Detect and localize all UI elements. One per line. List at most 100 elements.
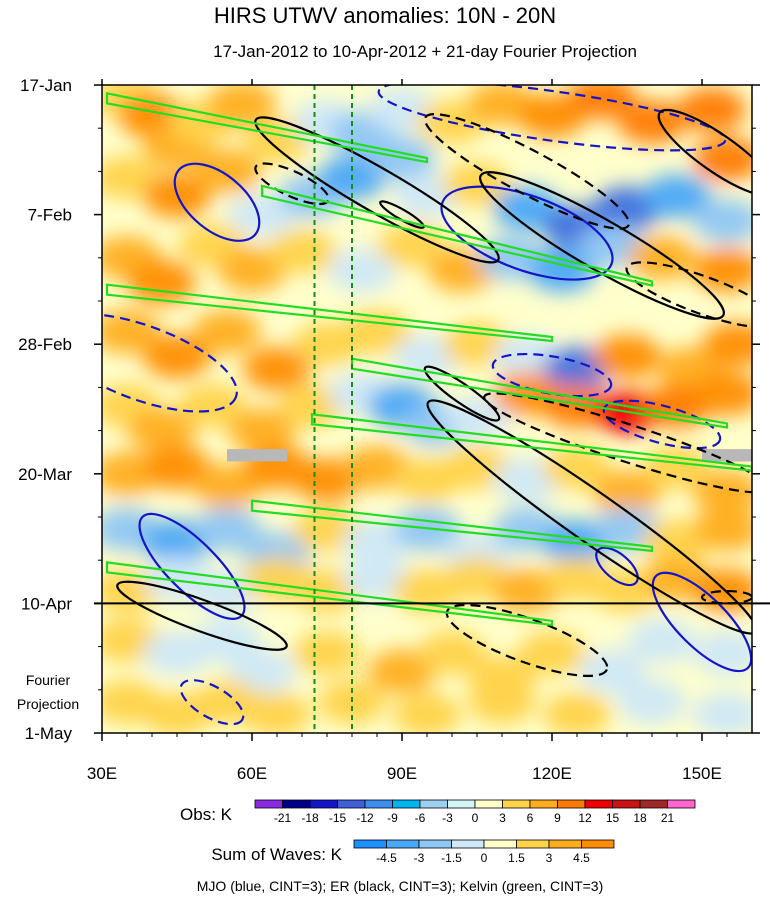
field-cell-129	[618, 680, 686, 725]
mjo-contour-6	[377, 85, 727, 152]
obs-colorbar-label-7: 0	[472, 811, 479, 825]
mjo-contour-4	[440, 185, 614, 281]
obs-colorbar-label-8: 3	[499, 811, 506, 825]
reference-lines	[313, 85, 353, 733]
field-cell-46	[243, 346, 311, 391]
y-tick-label-1: 7-Feb	[28, 206, 72, 225]
obs-colorbar-label-14: 21	[661, 811, 675, 825]
projection-label-line1: Fourier	[26, 672, 71, 688]
obs-colorbar-swatch-12	[584, 799, 613, 809]
waves-colorbar-label-2: -1.5	[441, 851, 462, 865]
obs-colorbar-swatch-0	[254, 799, 283, 809]
field-cell-79	[543, 445, 611, 490]
field-cell-44	[143, 334, 211, 379]
x-tick-label-2: 90E	[387, 764, 417, 783]
obs-colorbar-swatch-10	[529, 799, 558, 809]
field-cell-126	[393, 692, 461, 733]
obs-colorbar-label-13: 18	[633, 811, 647, 825]
field-cell-33	[218, 248, 286, 293]
y-tick-label-0: 17-Jan	[20, 76, 72, 95]
field-cell-57	[128, 408, 196, 453]
obs-colorbar-label-6: -3	[442, 811, 453, 825]
field-cell-69	[693, 371, 752, 416]
missing-data	[227, 449, 752, 462]
field-cell-119	[628, 618, 696, 663]
field-cell-28	[643, 174, 711, 219]
field-cell-113	[293, 630, 361, 675]
field-cell-112	[228, 649, 296, 694]
waves-colorbar-swatch-7	[581, 839, 615, 849]
kelvin-contour-2	[105, 283, 554, 343]
obs-colorbar-label-2: -15	[329, 811, 347, 825]
obs-colorbar-swatch-3	[337, 799, 366, 809]
obs-colorbar-swatch-8	[474, 799, 503, 809]
field-cell-130	[693, 692, 752, 733]
field-cell-55	[703, 322, 752, 367]
field-cell-127	[468, 680, 536, 725]
obs-colorbar-label-3: -12	[356, 811, 374, 825]
er-contour-5	[657, 108, 752, 197]
obs-colorbar-label-0: -21	[274, 811, 292, 825]
obs-colorbar-swatch-14	[639, 799, 668, 809]
field-cell-29	[693, 198, 752, 243]
waves-colorbar-swatch-0	[353, 839, 387, 849]
obs-colorbar-label-5: -6	[415, 811, 426, 825]
field-cell-120	[693, 630, 752, 675]
field-cell-82	[693, 470, 752, 515]
field-cell-19	[228, 192, 296, 237]
waves-colorbar-swatch-2	[418, 839, 452, 849]
obs-colorbar-title: Obs: K	[180, 805, 233, 824]
waves-colorbar: -4.5 -3 -1.5 0 1.5 3 4.5	[353, 839, 615, 865]
obs-colorbar-label-1: -18	[301, 811, 319, 825]
field-cell-118	[578, 649, 646, 694]
waves-colorbar-label-5: 3	[546, 851, 553, 865]
er-contour-4	[116, 580, 288, 651]
field-cell-42	[693, 248, 752, 293]
obs-colorbar-label-4: -9	[387, 811, 398, 825]
field-cell-18	[193, 149, 261, 194]
waves-colorbar-swatch-5	[516, 839, 550, 849]
y-tick-label-4: 10-Apr	[21, 594, 72, 613]
field-cell-25	[493, 186, 561, 231]
y-tick-label-2: 28-Feb	[18, 335, 72, 354]
waves-colorbar-title: Sum of Waves: K	[211, 845, 342, 864]
chart-subtitle: 17-Jan-2012 to 10-Apr-2012 + 21-day Four…	[213, 42, 637, 61]
field-cell-95	[693, 507, 752, 552]
field-cell-14	[678, 87, 746, 132]
waves-colorbar-label-4: 1.5	[508, 851, 525, 865]
er-contour-9	[445, 603, 609, 677]
er-contour-12	[700, 589, 752, 605]
anomaly-field	[102, 85, 752, 733]
waves-colorbar-label-3: 0	[481, 851, 488, 865]
field-cell-128	[543, 692, 611, 733]
field-cell-35	[328, 248, 396, 293]
field-cell-58	[178, 383, 246, 428]
obs-colorbar-label-10: 9	[554, 811, 561, 825]
footer-legend: MJO (blue, CINT=3); ER (black, CINT=3); …	[197, 878, 604, 894]
kelvin-contour-4	[310, 413, 752, 472]
field-cell-117	[518, 630, 586, 675]
kelvin-contour-1	[260, 184, 654, 287]
field-cell-72	[193, 464, 261, 509]
obs-colorbar-label-9: 6	[527, 811, 534, 825]
waves-colorbar-swatch-1	[386, 839, 420, 849]
field-cell-13	[618, 100, 686, 145]
waves-colorbar-swatch-4	[483, 839, 517, 849]
y-tick-label-5: 1-May	[25, 724, 73, 743]
waves-colorbar-label-1: -3	[414, 851, 425, 865]
field-cell-11	[518, 93, 586, 138]
field-cell-53	[593, 334, 661, 379]
obs-colorbar-swatch-2	[309, 799, 338, 809]
field-cell-41	[628, 235, 696, 280]
waves-colorbar-label-6: 4.5	[573, 851, 590, 865]
obs-colorbar-swatch-9	[502, 799, 531, 809]
er-contour-11	[625, 261, 752, 329]
field-cell-115	[418, 630, 486, 675]
projection-label-line2: Projection	[17, 696, 79, 712]
field-cell-124	[243, 692, 311, 733]
obs-colorbar-label-11: 12	[578, 811, 592, 825]
er-contour-8	[483, 392, 752, 494]
waves-colorbar-swatch-3	[451, 839, 485, 849]
field-cell-80	[593, 470, 661, 515]
y-tick-label-3: 20-Mar	[18, 465, 72, 484]
